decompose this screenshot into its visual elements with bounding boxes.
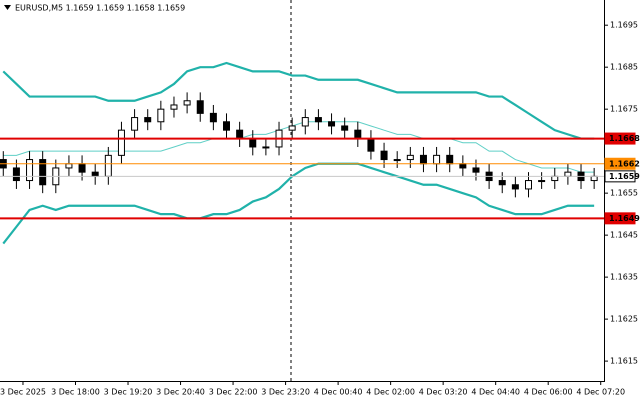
price-box — [604, 212, 636, 225]
candle-body — [144, 117, 152, 123]
candle-body — [419, 154, 427, 165]
x-tick-label: 3 Dec 23:20 — [261, 388, 310, 397]
price-box — [604, 157, 636, 170]
y-tick-label: 1.1625 — [610, 315, 638, 324]
menu-arrow[interactable] — [4, 5, 11, 10]
price-label: 1.1659 — [609, 172, 640, 181]
candle-body — [196, 100, 204, 114]
y-tick-label: 1.1635 — [610, 273, 638, 282]
x-tick-label: 3 Dec 18:00 — [51, 388, 100, 397]
band-line — [2, 162, 595, 245]
candle-body — [157, 108, 165, 123]
candle-body — [341, 125, 349, 131]
price-label: 1.1668 — [609, 134, 640, 143]
candle-body — [367, 138, 375, 152]
candle-body — [78, 163, 86, 173]
price-box — [604, 170, 636, 183]
x-tick-label: 3 Dec 2025 — [0, 388, 46, 397]
candle-body — [538, 180, 546, 183]
candle-body — [551, 175, 559, 182]
y-tick-label: 1.1675 — [610, 105, 638, 114]
price-label: 1.1662 — [609, 159, 640, 168]
candle-body — [209, 112, 217, 123]
candle-body — [249, 138, 257, 148]
x-tick-label: 4 Dec 02:00 — [366, 388, 415, 397]
candle-body — [223, 121, 230, 131]
candle-body — [262, 146, 270, 149]
candle-body — [26, 159, 34, 182]
y-tick-label: 1.1645 — [610, 231, 638, 240]
y-tick-label: 1.1655 — [610, 189, 638, 198]
candle-body — [393, 159, 401, 162]
candle-body — [170, 104, 178, 110]
candle-body — [433, 154, 441, 165]
candle-body — [525, 180, 532, 190]
x-tick-label: 4 Dec 00:40 — [314, 388, 363, 397]
candle-body — [236, 129, 244, 140]
x-tick-label: 4 Dec 04:40 — [471, 388, 520, 397]
y-tick-label: 1.1615 — [610, 357, 638, 366]
candle-body — [104, 154, 112, 177]
band-line — [3, 121, 595, 173]
band-line — [2, 61, 595, 140]
y-tick-label: 1.1695 — [610, 21, 638, 30]
candle-body — [65, 163, 73, 169]
x-tick-label: 4 Dec 03:20 — [419, 388, 468, 397]
candle-body — [564, 171, 572, 177]
candle-body — [183, 100, 191, 106]
candle-body — [131, 117, 139, 131]
x-tick-label: 4 Dec 06:00 — [524, 388, 573, 397]
candle-body — [498, 180, 506, 186]
x-tick-label: 3 Dec 22:00 — [209, 388, 258, 397]
candle-body — [459, 163, 467, 169]
candle-body — [117, 129, 125, 156]
candle-body — [511, 184, 519, 190]
candle-body — [446, 154, 454, 165]
price-box — [604, 132, 636, 145]
candle-body — [406, 154, 414, 161]
candle-body — [380, 150, 388, 161]
candle-body — [301, 117, 309, 127]
candle-body — [472, 167, 480, 173]
candle-body — [314, 117, 322, 123]
x-tick-label: 3 Dec 20:40 — [156, 388, 205, 397]
y-tick-label: 1.1685 — [610, 63, 638, 72]
x-tick-label: 3 Dec 19:20 — [104, 388, 153, 397]
candle-body — [91, 171, 99, 177]
candle-body — [39, 159, 47, 186]
price-label: 1.1649 — [609, 214, 640, 223]
candle-body — [354, 129, 362, 140]
candle-body — [590, 175, 598, 182]
candle-body — [12, 167, 20, 182]
candle-body — [288, 125, 296, 131]
x-tick-label: 4 Dec 07:20 — [576, 388, 625, 397]
chart-title: EURUSD,M5 1.1659 1.1659 1.1658 1.1659 — [15, 4, 185, 13]
candle-body — [328, 121, 336, 127]
